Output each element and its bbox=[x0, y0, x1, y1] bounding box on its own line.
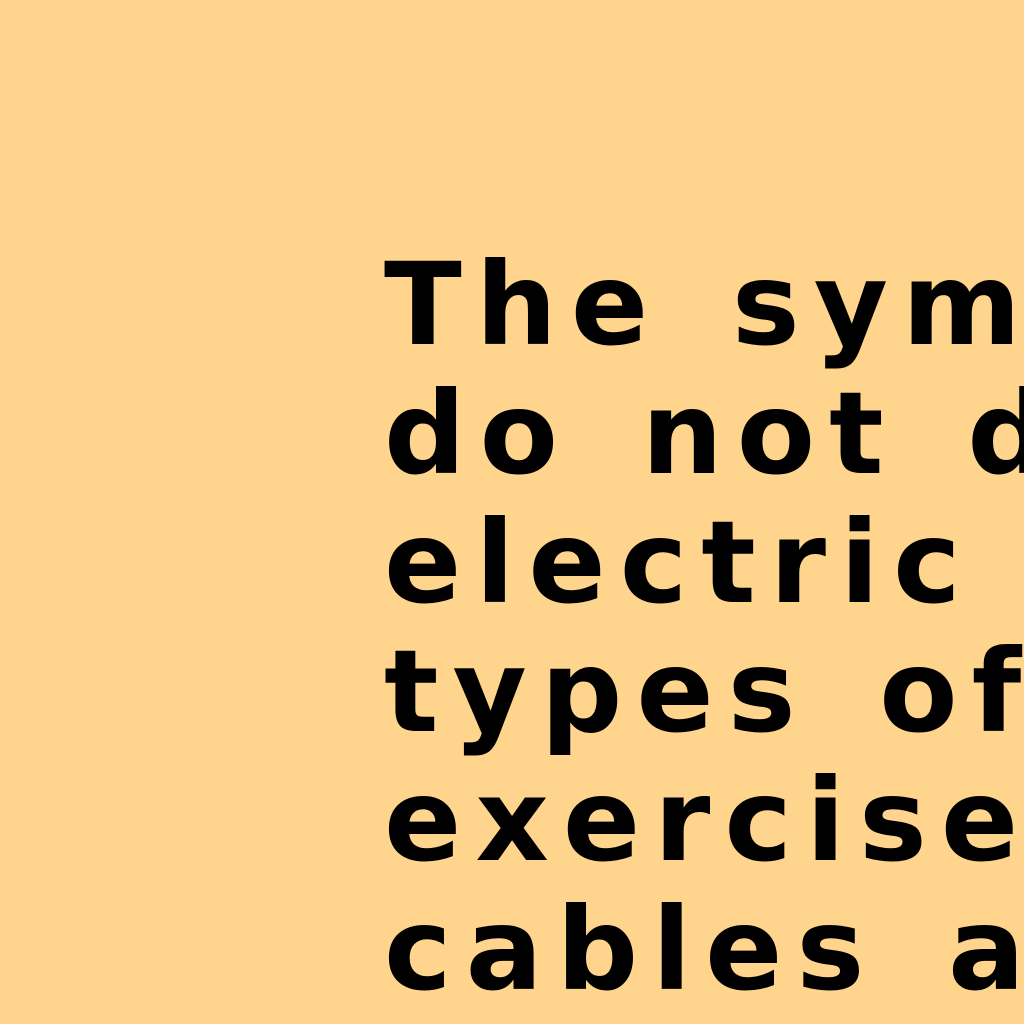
text-line-5: exercise c bbox=[384, 754, 1024, 887]
text-line-3: electric po bbox=[384, 496, 1024, 629]
text-line-4: types of u bbox=[384, 625, 1024, 758]
text-line-6: cables an bbox=[384, 883, 1024, 1016]
text-line-1: The symb bbox=[384, 238, 1024, 371]
text-line-2: do not dif bbox=[384, 367, 1024, 500]
paragraph-text: The symb do not dif electric po types of… bbox=[384, 240, 1024, 1014]
